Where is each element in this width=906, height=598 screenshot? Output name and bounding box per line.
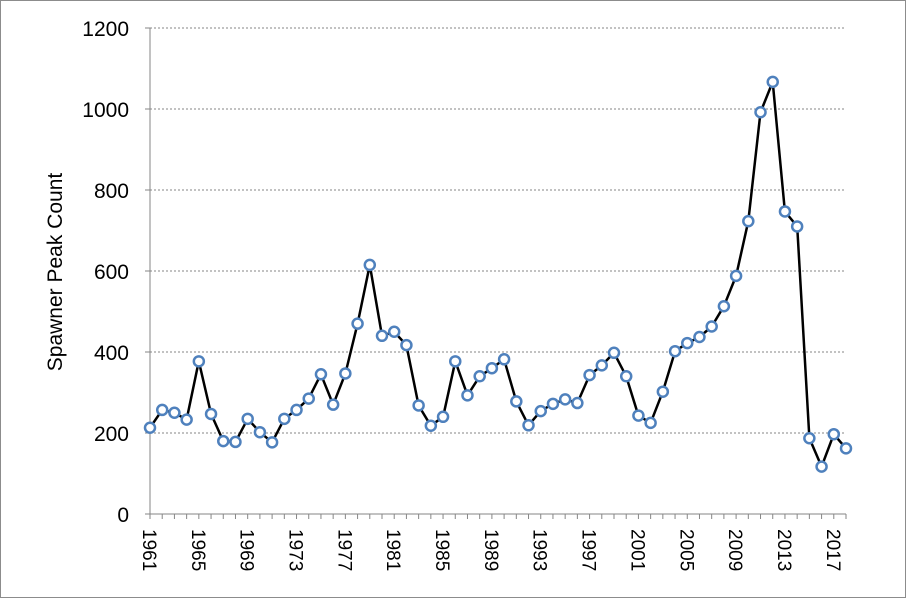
data-point: [314, 368, 328, 381]
data-point: [436, 410, 450, 424]
y-tick-label: 400: [94, 342, 129, 365]
y-tick-labels: 0 200 400 600 800 1000 1200: [82, 18, 129, 527]
data-point: [143, 421, 157, 434]
data-point: [449, 355, 462, 368]
y-tick-label: 800: [94, 180, 129, 203]
data-point: [754, 105, 767, 119]
data-point: [522, 419, 535, 432]
x-tick-label: 1969: [236, 529, 257, 571]
data-point: [656, 385, 670, 398]
data-point: [326, 398, 340, 411]
data-point: [595, 359, 609, 372]
y-tick-label: 600: [94, 261, 129, 284]
data-point: [253, 425, 267, 439]
data-point: [815, 460, 828, 473]
x-tick-label: 2017: [822, 529, 843, 571]
x-tick-label: 1977: [333, 529, 354, 571]
series-line: [148, 80, 847, 468]
x-tick-label: 2005: [675, 529, 696, 571]
x-tick-labels: 1961 1965 1969 1973 1977 1981 1985 1989 1993 1997…: [138, 529, 843, 571]
data-point: [668, 344, 682, 358]
data-point: [473, 370, 486, 383]
data-point: [571, 396, 584, 410]
data-point: [803, 432, 816, 445]
data-point: [412, 399, 425, 412]
data-point: [681, 336, 694, 350]
data-point: [204, 407, 218, 421]
x-tick-label: 1985: [431, 529, 452, 571]
data-point: [424, 419, 438, 432]
data-point: [705, 320, 718, 333]
data-point: [180, 413, 193, 426]
data-point: [778, 205, 792, 218]
y-tick-label: 1200: [82, 18, 129, 41]
data-point: [265, 436, 279, 449]
data-point: [485, 361, 499, 375]
data-point: [155, 403, 169, 417]
x-tick-label: 1989: [480, 529, 501, 571]
x-tick-label: 1981: [382, 529, 403, 571]
data-point: [302, 392, 315, 405]
x-tick-label: 2009: [724, 529, 745, 571]
x-tick-label: 1965: [187, 529, 208, 571]
data-point: [192, 355, 206, 368]
data-point: [497, 353, 511, 366]
data-point: [839, 442, 853, 455]
data-point: [742, 214, 755, 228]
data-point: [558, 393, 572, 406]
data-point: [400, 338, 413, 352]
data-point: [241, 412, 254, 426]
data-point: [290, 403, 303, 417]
x-tick-label: 2001: [626, 529, 647, 571]
data-point: [632, 409, 645, 422]
data-point: [766, 75, 779, 89]
data-point: [351, 317, 364, 330]
x-tick-label: 1993: [529, 529, 550, 571]
x-tick-label: 1997: [578, 529, 599, 571]
data-point: [644, 416, 657, 430]
y-axis-title: Spawner Peak Count: [44, 173, 67, 372]
x-tick-label: 1961: [138, 529, 159, 571]
x-tick-label: 1973: [285, 529, 306, 571]
data-point: [387, 325, 401, 338]
data-point: [363, 258, 377, 272]
data-point: [339, 367, 352, 380]
data-point: [583, 368, 596, 382]
data-point: [217, 434, 230, 448]
data-point: [546, 397, 560, 411]
series-group: [143, 75, 853, 473]
data-point: [510, 395, 523, 408]
x-tick-label: 2013: [773, 529, 794, 571]
data-point: [168, 406, 181, 419]
data-point: [827, 427, 841, 441]
gridlines: [150, 27, 846, 434]
data-point: [607, 346, 621, 360]
data-point: [693, 330, 706, 344]
data-point: [534, 404, 547, 418]
data-point: [278, 412, 291, 426]
data-point: [375, 329, 389, 343]
data-point: [619, 370, 633, 383]
data-point: [229, 435, 242, 449]
y-tick-label: 0: [117, 504, 129, 527]
data-point: [717, 299, 731, 313]
data-point: [729, 269, 743, 283]
data-point: [790, 220, 804, 233]
y-tick-label: 1000: [82, 99, 129, 122]
y-tick-label: 200: [94, 423, 129, 446]
data-point: [461, 389, 474, 402]
axes: [145, 27, 847, 519]
